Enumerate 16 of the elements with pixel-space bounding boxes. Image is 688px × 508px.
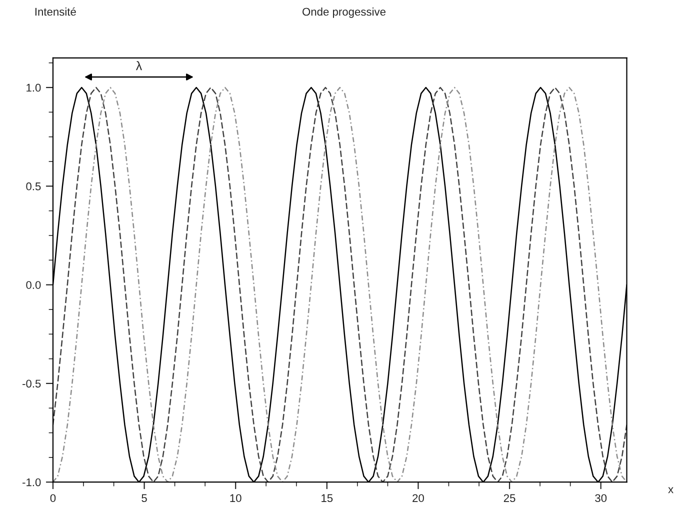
x-tick-label: 15 [322, 494, 333, 502]
x-tick-label: 30 [595, 494, 607, 502]
y-tick-label: 0.0 [26, 281, 41, 289]
x-tick-label: 10 [230, 494, 242, 502]
x-tick-label: 20 [412, 494, 424, 502]
x-axis-title: x [668, 487, 674, 494]
chart-title: Onde progessive [302, 8, 386, 18]
y-tick-label: 1.0 [26, 84, 41, 92]
y-axis-title: Intensité [35, 7, 76, 16]
x-tick-label: 0 [50, 494, 56, 502]
x-tick-label: 25 [504, 494, 516, 502]
y-tick-label: -1.0 [22, 478, 41, 486]
y-tick-label: -0.5 [22, 380, 41, 388]
y-tick-label: 0.5 [26, 182, 41, 190]
x-tick-label: 5 [142, 494, 147, 502]
annotation: λ [136, 61, 142, 70]
